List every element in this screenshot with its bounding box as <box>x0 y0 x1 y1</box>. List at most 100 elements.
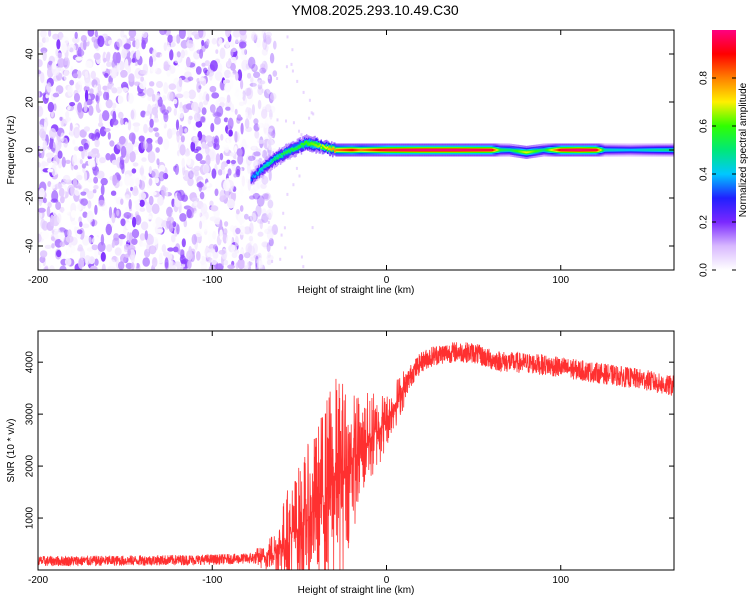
noise-cell <box>55 201 61 210</box>
noise-cell <box>149 56 153 68</box>
colorbar-gradient <box>712 30 736 270</box>
noise-cell <box>166 128 173 139</box>
track-segment <box>472 149 474 151</box>
track-segment <box>635 149 637 151</box>
noise-cell <box>243 226 252 235</box>
noise-cell <box>285 65 288 69</box>
snr-series-line <box>38 342 674 570</box>
noise-cell <box>52 33 60 40</box>
noise-cell <box>167 216 174 225</box>
track-segment <box>284 151 286 155</box>
track-segment <box>324 146 327 149</box>
noise-cell <box>176 51 181 58</box>
track-segment <box>592 149 594 151</box>
track-segment <box>274 158 276 161</box>
noise-cell <box>264 123 268 128</box>
track-segment <box>356 149 358 151</box>
noise-cell <box>184 149 191 157</box>
track-segment <box>610 149 612 151</box>
track-segment <box>435 149 437 151</box>
noise-cell <box>141 31 148 39</box>
track-segment <box>553 149 556 151</box>
noise-cell <box>151 49 157 58</box>
noise-cell <box>178 77 183 88</box>
track-segment <box>360 149 362 151</box>
noise-cell <box>83 85 90 93</box>
track-segment <box>565 149 567 151</box>
noise-cell <box>214 188 219 197</box>
noise-cell <box>263 192 271 200</box>
track-segment <box>585 149 587 151</box>
noise-cell <box>131 168 137 174</box>
noise-cell <box>179 213 187 222</box>
noise-cell <box>181 157 185 168</box>
noise-cell <box>188 89 197 100</box>
track-segment <box>624 149 627 151</box>
track-segment <box>558 149 560 151</box>
noise-cell <box>225 30 231 38</box>
noise-cell <box>146 215 152 220</box>
y-tick-label: 2000 <box>25 455 36 478</box>
track-segment <box>251 175 253 178</box>
track-segment <box>358 149 360 151</box>
noise-cell <box>154 132 160 138</box>
noise-cell <box>72 36 80 44</box>
noise-cell <box>120 118 124 126</box>
noise-cell <box>225 235 233 246</box>
noise-cell <box>302 90 305 94</box>
noise-cell <box>193 136 199 142</box>
noise-cell <box>193 210 201 219</box>
noise-cell <box>94 30 99 38</box>
noise-cell <box>118 135 126 145</box>
noise-cell <box>134 200 141 205</box>
noise-cell <box>128 73 135 83</box>
noise-cell <box>259 67 267 74</box>
track-segment <box>324 144 327 149</box>
track-segment <box>333 148 335 151</box>
noise-cell <box>101 263 106 270</box>
track-segment <box>631 149 633 151</box>
noise-cell <box>44 36 50 43</box>
noise-cell <box>206 252 213 258</box>
noise-cell <box>247 260 252 270</box>
noise-cell <box>139 167 144 176</box>
track-segment <box>591 149 593 151</box>
noise-cell <box>237 153 244 165</box>
noise-cell <box>175 93 184 99</box>
noise-cell <box>214 71 223 81</box>
track-segment <box>589 149 591 151</box>
noise-cell <box>215 153 221 166</box>
noise-cell <box>268 241 276 247</box>
track-segment <box>609 149 611 151</box>
noise-cell <box>271 224 278 236</box>
track-segment <box>415 149 418 151</box>
noise-cell <box>248 215 254 222</box>
noise-cell <box>79 221 83 228</box>
noise-cell <box>232 30 241 38</box>
noise-cell <box>240 50 248 61</box>
x-tick-label: -100 <box>202 275 222 286</box>
noise-cell <box>155 228 164 233</box>
noise-cell <box>87 158 94 167</box>
track-segment <box>449 149 451 151</box>
noise-cell <box>257 99 262 110</box>
noise-cell <box>183 91 190 99</box>
track-segment <box>317 145 319 148</box>
track-segment <box>523 151 525 153</box>
track-segment <box>403 149 405 151</box>
noise-cell <box>168 146 173 159</box>
track-segment <box>354 149 356 151</box>
noise-cell <box>264 133 270 138</box>
track-segment <box>641 149 643 151</box>
track-segment <box>564 149 566 151</box>
track-segment <box>287 150 289 153</box>
noise-cell <box>148 166 152 175</box>
noise-cell <box>192 124 197 131</box>
noise-cell <box>85 60 93 68</box>
noise-cell <box>73 146 80 152</box>
noise-cell <box>243 111 248 117</box>
noise-cell <box>249 119 256 129</box>
noise-cell <box>253 214 261 219</box>
noise-cell <box>99 99 105 111</box>
track-segment <box>262 167 264 172</box>
